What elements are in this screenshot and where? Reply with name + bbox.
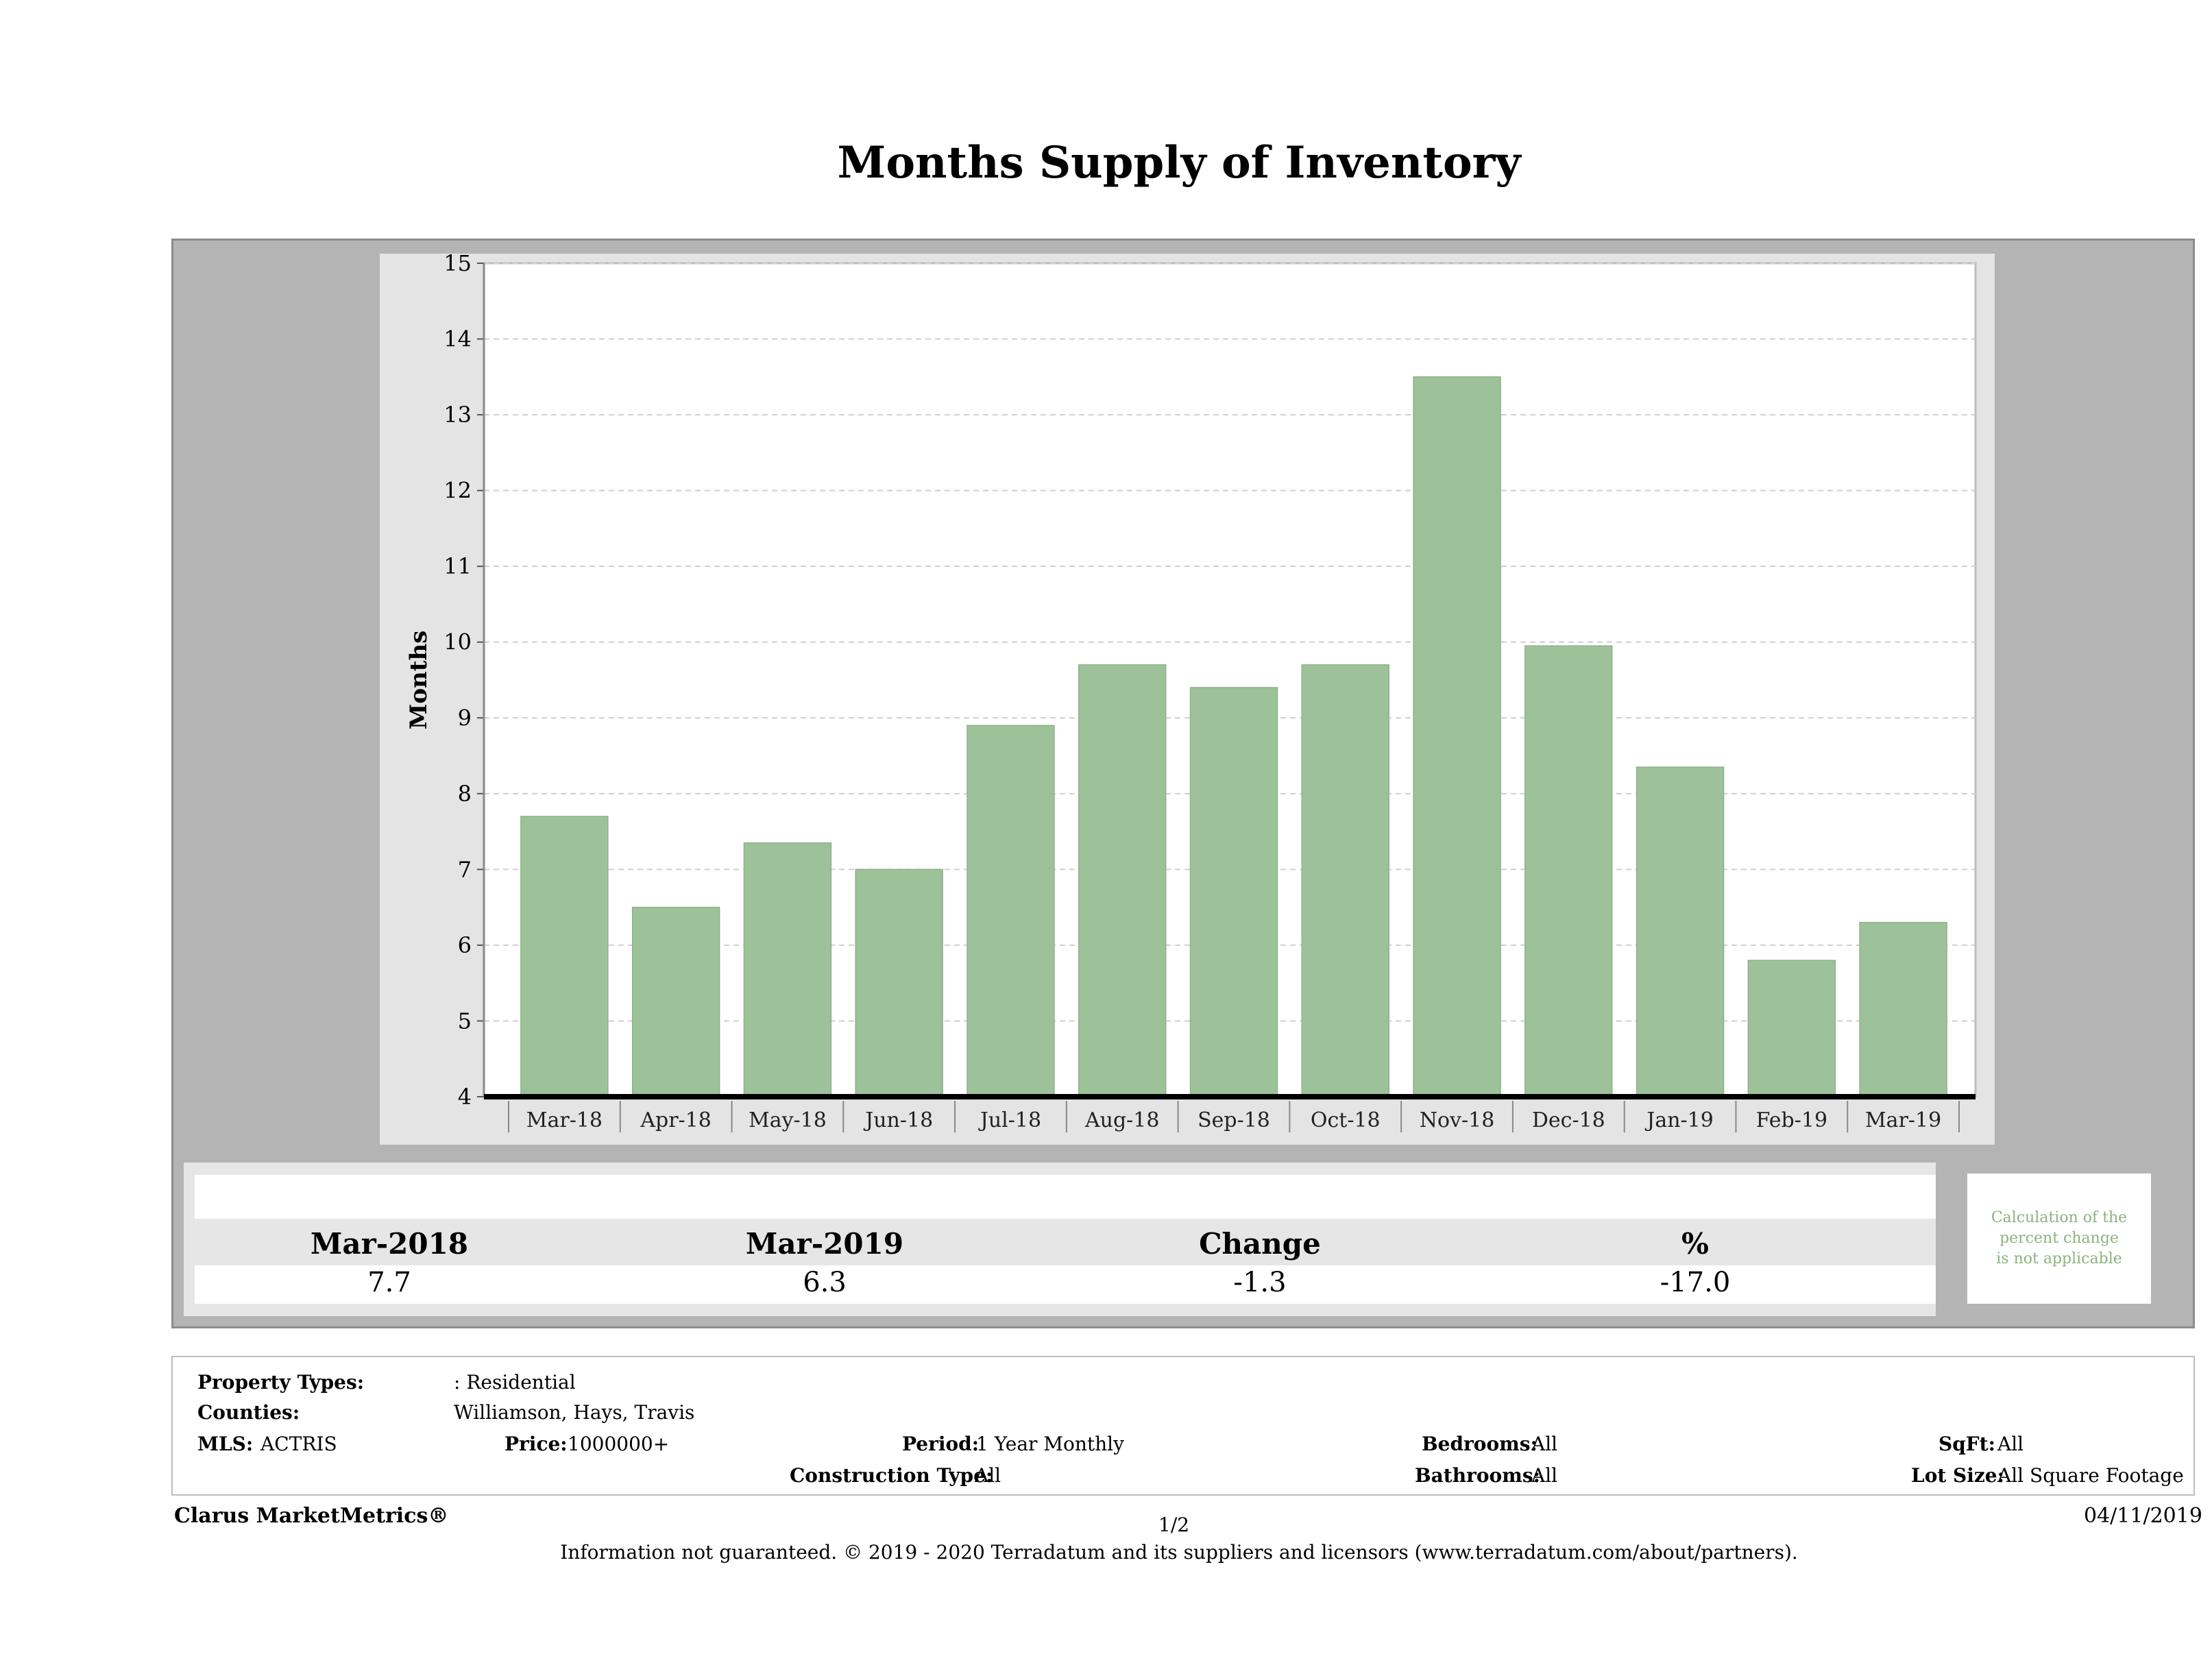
x-tick-label: Dec-18 [1532,1108,1605,1132]
bar-may-18 [743,842,832,1097]
percent-note-line1: Calculation of the [1991,1209,2128,1226]
bar-jan-19 [1636,766,1725,1097]
percent-note-line3: is not applicable [1996,1250,2122,1267]
bar-sep-18 [1189,687,1278,1097]
summary-col3-label: Change [1199,1227,1321,1261]
summary-value-bar [195,1265,1936,1304]
x-tick-label: Jul-18 [978,1108,1041,1132]
y-tick-label: 14 [443,326,472,352]
bar-mar-18 [520,816,609,1097]
x-tick-label: Mar-18 [526,1108,603,1132]
lot-size-value: All Square Footage [1997,1464,2184,1487]
y-tick-label: 15 [443,250,472,276]
percent-note: Calculation of the percent change is not… [1967,1174,2151,1304]
y-tick-label: 12 [443,478,472,504]
y-tick-label: 7 [458,856,472,882]
mls-label: MLS: [197,1433,254,1455]
property-types-value: : Residential [454,1371,576,1394]
y-tick-label: 8 [458,781,472,807]
summary-col2-value: 6.3 [803,1267,847,1298]
bar-dec-18 [1524,645,1613,1097]
x-tick-label: Apr-18 [640,1108,712,1132]
price-value: 1000000+ [568,1433,670,1455]
bar-chart: 4 5 6 7 8 9 10 11 12 13 14 15 Months Mar-18 Apr-18 May-… [405,250,1977,1132]
price-label: Price: [505,1433,568,1455]
x-tick-label: May-18 [749,1108,827,1132]
summary-col1-value: 7.7 [367,1267,411,1298]
bar-mar-19 [1859,921,1947,1097]
construction-type-label: Construction Type: [790,1464,993,1487]
property-types-label: Property Types: [197,1371,365,1394]
x-tick-label: Aug-18 [1084,1108,1160,1132]
y-tick-label: 11 [443,553,472,579]
page-number: 1/2 [1158,1513,1190,1536]
bathrooms-value: All [1531,1464,1558,1487]
sqft-label: SqFt: [1938,1433,1995,1455]
summary-col3-value: -1.3 [1233,1267,1287,1298]
bathrooms-label: Bathrooms: [1415,1464,1540,1487]
bar-apr-18 [631,906,720,1097]
bar-nov-18 [1413,376,1501,1097]
x-tick-label: Sep-18 [1198,1108,1270,1132]
y-axis-label: Months [405,631,433,730]
construction-type-value: All [975,1464,1001,1487]
bar-oct-18 [1301,664,1389,1097]
disclaimer: Information not guaranteed. © 2019 - 202… [560,1541,1798,1564]
summary-col2-label: Mar-2019 [745,1227,904,1261]
counties-label: Counties: [197,1401,300,1424]
lot-size-label: Lot Size: [1911,1464,2004,1487]
summary-table: Mar-2018 Mar-2019 Change % 7.7 6.3 -1.3 … [184,1163,1936,1316]
report-date: 04/11/2019 [2084,1504,2202,1528]
x-tick-label: Feb-19 [1756,1108,1827,1132]
x-tick-label: Jan-19 [1644,1108,1714,1132]
page-title: Months Supply of Inventory [837,137,1521,189]
bar-jun-18 [855,868,943,1097]
brand-name: Clarus MarketMetrics® [174,1504,449,1528]
x-tick-label: Mar-19 [1865,1108,1941,1132]
bar-jul-18 [967,725,1055,1097]
y-tick-label: 9 [458,705,472,731]
bedrooms-label: Bedrooms: [1422,1433,1538,1455]
sqft-value: All [1997,1433,2024,1455]
percent-note-line2: percent change [2000,1230,2119,1247]
y-tick-label: 13 [443,402,472,428]
summary-col4-value: -17.0 [1660,1267,1731,1298]
bar-feb-19 [1747,960,1836,1097]
mls-value: ACTRIS [260,1433,337,1455]
period-value: 1 Year Monthly [976,1433,1124,1455]
x-tick-label: Nov-18 [1420,1108,1495,1132]
y-tick-label: 6 [458,932,472,958]
summary-header-bar [195,1175,1936,1219]
y-tick-label: 10 [443,629,472,655]
y-tick-label: 5 [458,1008,472,1034]
filter-criteria: Property Types: : Residential Counties: … [171,1356,2195,1496]
counties-value: Williamson, Hays, Travis [454,1401,695,1424]
summary-col1-label: Mar-2018 [310,1227,469,1261]
x-tick-label: Jun-18 [863,1108,933,1132]
summary-col4-label: % [1681,1227,1709,1261]
x-tick-label: Oct-18 [1311,1108,1381,1132]
period-label: Period: [902,1433,980,1455]
bar-aug-18 [1078,664,1167,1097]
y-tick-label: 4 [458,1084,472,1110]
bedrooms-value: All [1531,1433,1558,1455]
